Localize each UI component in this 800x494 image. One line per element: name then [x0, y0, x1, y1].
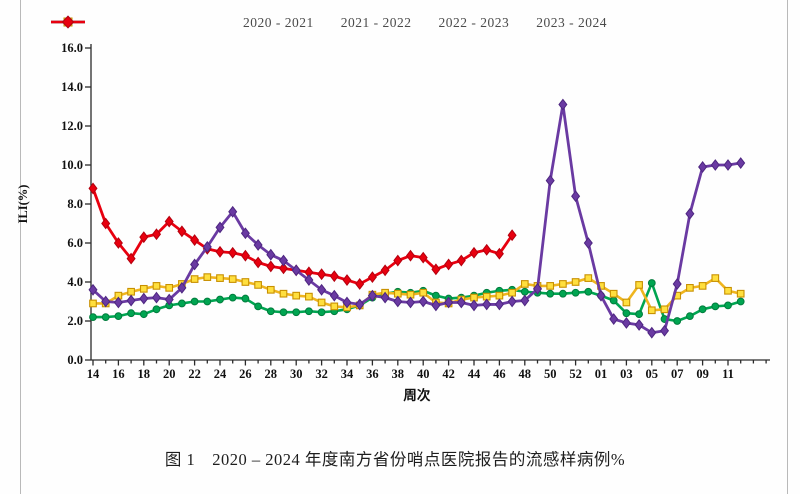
- y-axis-label: ILI(%): [16, 185, 30, 224]
- x-axis-label: 周次: [403, 387, 430, 403]
- svg-text:4.0: 4.0: [67, 275, 83, 289]
- svg-text:38: 38: [392, 367, 405, 381]
- legend-label: 2022 - 2023: [438, 15, 510, 30]
- svg-text:28: 28: [265, 367, 278, 381]
- svg-text:26: 26: [239, 367, 252, 381]
- svg-text:12.0: 12.0: [61, 119, 83, 133]
- svg-text:40: 40: [417, 367, 430, 381]
- legend-label: 2023 - 2024: [536, 15, 607, 30]
- series-2022-2023: [88, 98, 746, 339]
- legend-item-2023-2024: 2023 - 2024: [51, 15, 607, 31]
- axes: [85, 44, 770, 366]
- svg-text:8.0: 8.0: [67, 197, 83, 211]
- svg-text:05: 05: [646, 367, 659, 381]
- svg-text:18: 18: [138, 367, 151, 381]
- svg-text:0.0: 0.0: [67, 353, 83, 367]
- page-border-right: [787, 0, 788, 494]
- svg-text:44: 44: [468, 367, 481, 381]
- ili-trend-chart: 0.0 2.0 4.0 6.0 8.0 10.0 12.0 14.0 16.0 14 16 18 20 2…: [16, 41, 770, 403]
- svg-text:16.0: 16.0: [61, 41, 83, 55]
- figure-caption: 图 1 2020 – 2024 年度南方省份哨点医院报告的流感样病例%: [164, 450, 626, 469]
- svg-text:01: 01: [595, 367, 608, 381]
- svg-text:20: 20: [163, 367, 176, 381]
- legend-marker-diamond-icon: [51, 15, 85, 29]
- series-2023-2024: [88, 182, 517, 290]
- svg-text:2.0: 2.0: [67, 314, 83, 328]
- svg-text:10.0: 10.0: [61, 158, 83, 172]
- svg-text:36: 36: [366, 367, 379, 381]
- svg-text:11: 11: [722, 367, 734, 381]
- svg-text:22: 22: [188, 367, 201, 381]
- svg-text:16: 16: [112, 367, 125, 381]
- legend-label: 2021 - 2022: [340, 15, 412, 30]
- svg-text:14: 14: [87, 367, 100, 381]
- svg-text:24: 24: [214, 367, 227, 381]
- svg-text:34: 34: [341, 367, 354, 381]
- svg-text:30: 30: [290, 367, 303, 381]
- svg-text:46: 46: [493, 367, 506, 381]
- svg-text:14.0: 14.0: [61, 80, 83, 94]
- svg-text:07: 07: [671, 367, 684, 381]
- svg-text:03: 03: [620, 367, 633, 381]
- svg-text:50: 50: [544, 367, 557, 381]
- svg-text:42: 42: [442, 367, 455, 381]
- svg-text:6.0: 6.0: [67, 236, 83, 250]
- svg-text:09: 09: [696, 367, 709, 381]
- svg-text:32: 32: [315, 367, 328, 381]
- svg-text:52: 52: [569, 367, 582, 381]
- legend-label: 2020 - 2021: [243, 15, 314, 30]
- svg-text:48: 48: [519, 367, 532, 381]
- page-border-left: [20, 0, 21, 494]
- chart-legend: 2020 - 2021 2021 - 2022 2022 - 2023 2023 - …: [50, 15, 800, 31]
